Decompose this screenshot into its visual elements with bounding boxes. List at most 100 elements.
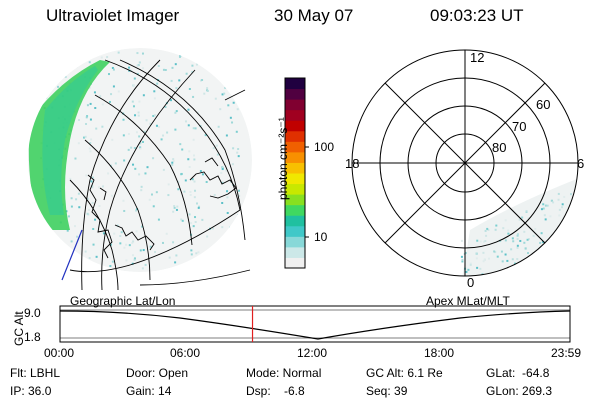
emission-pixel: [551, 262, 554, 265]
emission-pixel: [158, 125, 161, 128]
emission-pixel: [543, 214, 546, 217]
emission-pixel: [201, 173, 204, 176]
emission-pixel: [70, 240, 73, 243]
emission-pixel: [233, 238, 236, 241]
emission-pixel: [496, 255, 499, 258]
emission-pixel: [181, 219, 184, 222]
emission-pixel: [189, 190, 192, 193]
emission-pixel: [176, 205, 179, 208]
emission-pixel: [500, 250, 503, 253]
emission-pixel: [161, 241, 164, 244]
emission-pixel: [122, 199, 125, 202]
emission-pixel: [189, 193, 192, 196]
emission-pixel: [192, 225, 195, 228]
emission-pixel: [139, 147, 142, 150]
info-flt: Flt: LBHL: [10, 366, 61, 380]
emission-pixel: [573, 234, 576, 237]
emission-pixel: [573, 217, 576, 220]
emission-pixel: [234, 68, 237, 71]
colorbar: [284, 77, 309, 269]
emission-pixel: [171, 66, 174, 69]
emission-pixel: [583, 210, 585, 212]
emission-pixel: [493, 250, 496, 253]
emission-pixel: [179, 54, 182, 57]
info-mode: Mode: Normal: [246, 366, 322, 380]
geographic-image-panel: [28, 48, 252, 290]
info-ip: IP: 36.0: [10, 384, 52, 398]
emission-pixel: [70, 205, 73, 208]
emission-pixel: [132, 240, 135, 243]
emission-pixel: [519, 239, 522, 242]
emission-pixel: [43, 90, 46, 93]
emission-pixel: [487, 228, 490, 231]
colorbar-swatch: [285, 246, 305, 258]
time-label: 09:03:23 UT: [430, 6, 524, 25]
emission-pixel: [60, 53, 63, 56]
emission-pixel: [64, 75, 67, 78]
emission-pixel: [506, 259, 509, 262]
emission-pixel: [40, 94, 43, 97]
emission-pixel: [91, 186, 94, 189]
emission-pixel: [111, 138, 114, 141]
emission-pixel: [84, 250, 87, 253]
emission-pixel: [486, 227, 489, 230]
emission-pixel: [194, 189, 197, 192]
emission-pixel: [50, 243, 53, 246]
emission-pixel: [567, 249, 570, 252]
emission-pixel: [137, 114, 140, 117]
emission-pixel: [174, 261, 177, 264]
emission-pixel: [183, 190, 186, 193]
emission-pixel: [229, 181, 232, 184]
emission-pixel: [516, 237, 519, 240]
emission-pixel: [88, 61, 91, 64]
emission-pixel: [140, 189, 143, 192]
emission-pixel: [213, 193, 216, 196]
emission-pixel: [128, 66, 131, 69]
time-tick-2359: 23:59: [551, 346, 582, 360]
emission-pixel: [191, 64, 194, 67]
emission-pixel: [54, 51, 57, 54]
emission-pixel: [179, 143, 182, 146]
emission-pixel: [86, 212, 89, 215]
emission-pixel: [518, 218, 521, 221]
mlt-label-0: 0: [467, 275, 475, 290]
emission-pixel: [469, 263, 472, 266]
emission-pixel: [157, 218, 160, 221]
colorbar-swatch: [285, 236, 305, 248]
emission-pixel: [524, 247, 527, 250]
emission-pixel: [494, 251, 497, 254]
emission-pixel: [231, 121, 234, 124]
emission-pixel: [464, 251, 467, 254]
emission-pixel: [140, 185, 143, 188]
emission-pixel: [563, 243, 566, 246]
emission-pixel: [173, 206, 176, 209]
emission-pixel: [209, 56, 212, 59]
emission-pixel: [581, 212, 583, 214]
emission-pixel: [195, 252, 198, 255]
emission-pixel: [512, 240, 515, 243]
emission-pixel: [172, 210, 175, 213]
emission-pixel: [73, 50, 76, 53]
emission-pixel: [520, 262, 523, 265]
emission-pixel: [66, 52, 69, 55]
emission-pixel: [527, 274, 530, 276]
emission-pixel: [44, 266, 47, 269]
emission-pixel: [201, 218, 204, 221]
emission-pixel: [201, 79, 204, 82]
emission-pixel: [85, 122, 88, 125]
emission-pixel: [527, 238, 530, 241]
emission-pixel: [507, 229, 510, 232]
emission-pixel: [540, 232, 543, 235]
emission-pixel: [564, 238, 567, 241]
colorbar-swatch: [285, 99, 305, 111]
colorbar-swatch: [285, 120, 305, 132]
emission-pixel: [137, 111, 140, 114]
emission-pixel: [89, 118, 92, 121]
emission-pixel: [205, 263, 208, 266]
emission-pixel: [133, 77, 136, 80]
emission-pixel: [216, 153, 219, 156]
emission-pixel: [94, 218, 97, 221]
emission-pixel: [476, 266, 479, 269]
emission-pixel: [117, 51, 120, 54]
emission-pixel: [50, 256, 53, 259]
